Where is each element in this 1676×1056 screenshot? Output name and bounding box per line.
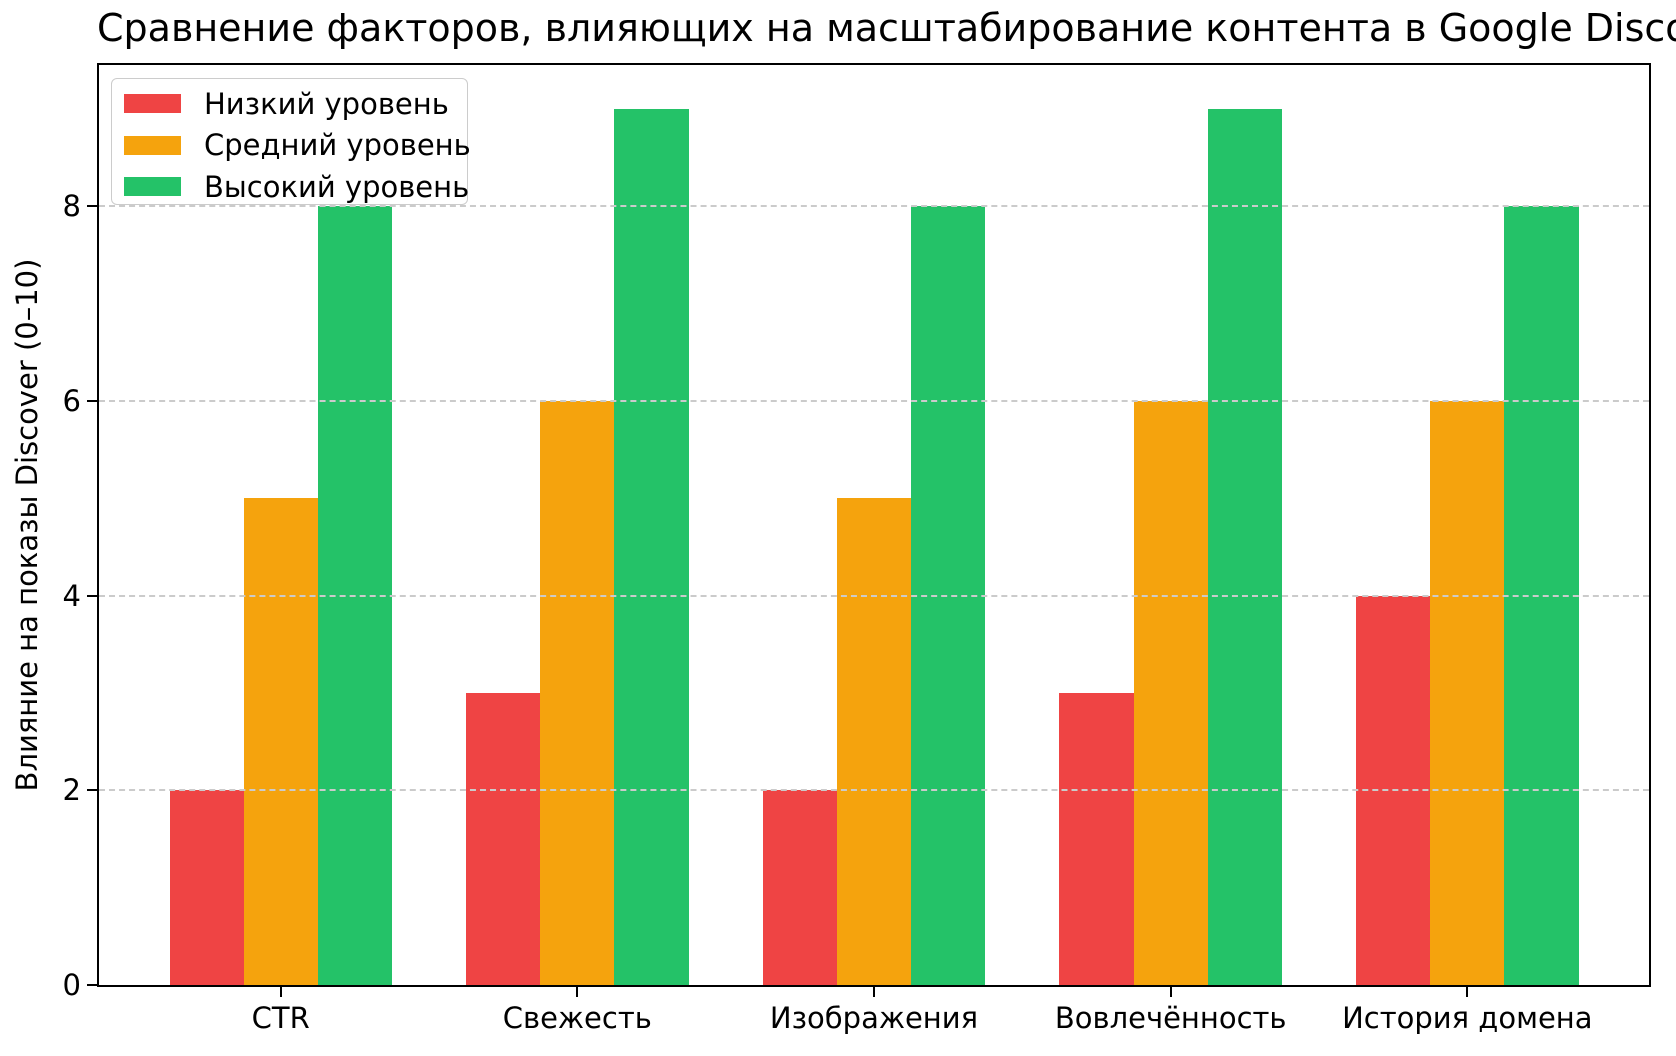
y-tick-6 bbox=[87, 399, 97, 402]
legend-label-low: Низкий уровень bbox=[204, 86, 449, 121]
legend-swatch-medium bbox=[124, 135, 181, 155]
bar-c3-high bbox=[1207, 108, 1282, 985]
y-tick-label-8: 8 bbox=[62, 189, 81, 224]
legend-swatch-high bbox=[124, 177, 181, 196]
chart-title: Сравнение факторов, влияющих на масштаби… bbox=[97, 6, 1676, 50]
plot-area: Низкий уровень Средний уровень Высокий уро… bbox=[97, 63, 1651, 987]
y-tick-label-4: 4 bbox=[62, 578, 81, 613]
y-tick-2 bbox=[87, 789, 97, 792]
legend-item-medium: Средний уровень bbox=[124, 126, 471, 165]
x-tick-label-2: Изображения bbox=[769, 1001, 979, 1035]
legend: Низкий уровень Средний уровень Высокий уро… bbox=[111, 78, 471, 206]
y-tick-label-6: 6 bbox=[62, 383, 81, 418]
x-tick-label-4: История домена bbox=[1342, 1001, 1593, 1035]
bar-c3-low bbox=[1059, 692, 1134, 985]
y-tick-0 bbox=[87, 984, 97, 986]
gridline-y4 bbox=[99, 594, 1649, 597]
bar-c2-medium bbox=[836, 498, 912, 985]
gridline-y6 bbox=[99, 399, 1649, 402]
x-tick-label-1: Свежесть bbox=[502, 1001, 652, 1035]
y-tick-4 bbox=[87, 594, 97, 597]
gridline-y2 bbox=[99, 789, 1649, 792]
bar-c3-medium bbox=[1133, 400, 1208, 985]
legend-item-high: Высокий уровень bbox=[124, 167, 469, 206]
x-tick-4 bbox=[1466, 987, 1469, 997]
x-tick-label-3: Вовлечённость bbox=[1054, 1001, 1287, 1035]
legend-item-low: Низкий уровень bbox=[124, 84, 449, 123]
bar-c0-low bbox=[169, 790, 244, 985]
legend-label-medium: Средний уровень bbox=[204, 128, 471, 162]
bar-c1-high bbox=[614, 108, 689, 985]
x-tick-label-0: CTR bbox=[251, 1001, 310, 1035]
y-tick-8 bbox=[87, 205, 97, 208]
bar-c1-medium bbox=[540, 400, 615, 985]
legend-label-high: Высокий уровень bbox=[204, 169, 470, 204]
y-tick-label-0: 0 bbox=[62, 968, 81, 1002]
y-tick-label-2: 2 bbox=[62, 773, 81, 808]
y-axis-label: Влияние на показы Discover (0–10) bbox=[10, 258, 44, 792]
gridline-y8 bbox=[99, 205, 1649, 208]
legend-swatch-low bbox=[124, 94, 181, 113]
x-tick-3 bbox=[1169, 987, 1172, 997]
bar-c4-medium bbox=[1430, 400, 1505, 985]
x-tick-2 bbox=[873, 987, 875, 997]
x-tick-0 bbox=[279, 987, 282, 997]
bar-c2-low bbox=[762, 790, 837, 985]
bar-c0-medium bbox=[243, 498, 318, 985]
x-tick-1 bbox=[576, 987, 579, 997]
bar-c1-low bbox=[466, 692, 541, 985]
